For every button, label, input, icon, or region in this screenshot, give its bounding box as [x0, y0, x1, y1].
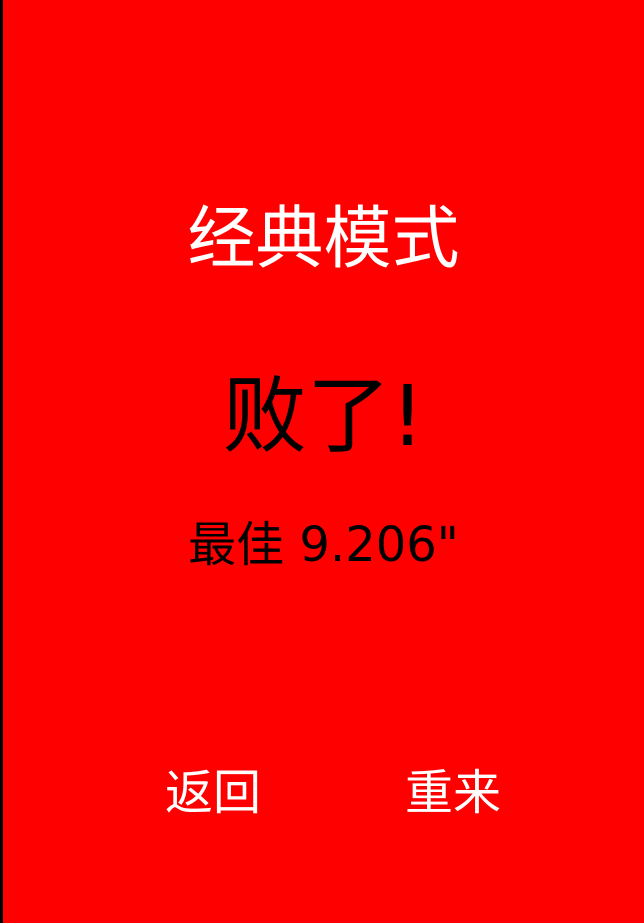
best-score: 最佳 9.206" — [3, 513, 644, 577]
best-score-label: 最佳 — [188, 517, 285, 573]
game-over-screen: 经典模式 败了! 最佳 9.206" 返回 重来 — [3, 0, 644, 923]
back-button[interactable]: 返回 — [164, 765, 261, 821]
mode-title: 经典模式 — [187, 200, 460, 279]
result-text: 败了! — [222, 367, 425, 465]
best-score-value: 9.206" — [299, 517, 459, 573]
retry-button[interactable]: 重来 — [404, 765, 501, 821]
